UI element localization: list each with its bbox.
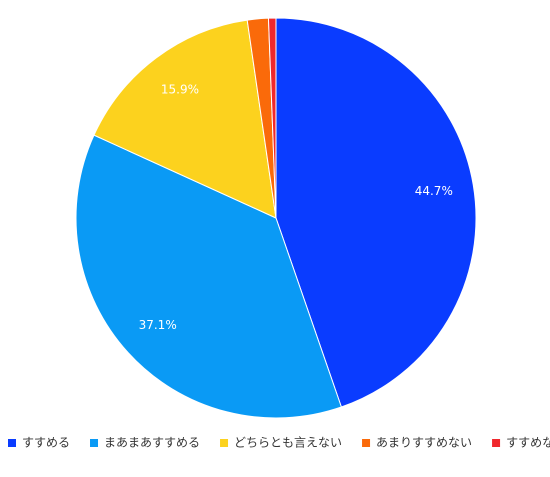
pie-slice xyxy=(75,134,343,419)
legend-marker xyxy=(492,439,501,447)
legend-label: あまりすすめない xyxy=(376,436,472,450)
legend-marker xyxy=(220,439,229,447)
legend-label: まあまあすすめる xyxy=(104,436,200,450)
pie-slice xyxy=(275,17,477,408)
legend-marker xyxy=(362,439,371,447)
legend-label: すすめない xyxy=(506,436,550,450)
legend-label: どちらとも言えない xyxy=(234,436,342,450)
data-label: 37.1% xyxy=(139,318,177,332)
legend-label: すすめる xyxy=(22,436,70,450)
data-label: 44.7% xyxy=(415,184,453,198)
data-label: 15.9% xyxy=(161,83,199,97)
pie-slice xyxy=(93,19,277,219)
legend-marker xyxy=(8,439,16,447)
legend-marker xyxy=(90,439,99,447)
pie-slice xyxy=(267,17,277,219)
